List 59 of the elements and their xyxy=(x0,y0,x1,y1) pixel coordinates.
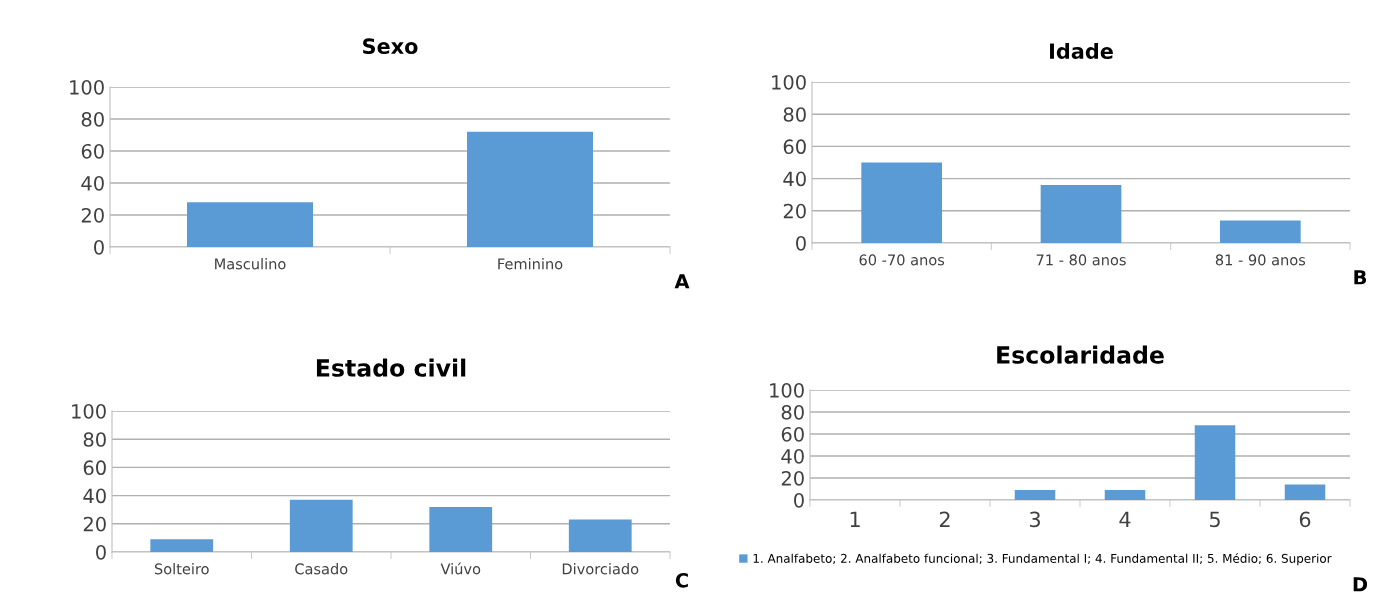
y-tick-label: 80 xyxy=(783,107,806,122)
y-tick-label: 100 xyxy=(772,74,806,90)
y-tick-label: 20 xyxy=(781,470,804,486)
y-tick-label: 0 xyxy=(94,239,104,255)
y-tick-label: 40 xyxy=(81,175,104,191)
x-tick-label: 1 xyxy=(850,511,860,527)
bar xyxy=(1284,484,1326,500)
y-tick-label: 100 xyxy=(70,79,104,95)
y-tick-label: 0 xyxy=(796,235,806,251)
x-tick-label: Divorciado xyxy=(562,563,639,575)
text: B xyxy=(1354,270,1367,285)
x-tick-label: Casado xyxy=(295,563,348,575)
y-tick-label: 100 xyxy=(72,403,106,419)
chart-title: Idade xyxy=(1050,42,1113,60)
bar xyxy=(861,162,943,243)
y-tick-label: 20 xyxy=(81,207,104,223)
y-tick-label: 20 xyxy=(783,203,806,219)
y-tick-label: 0 xyxy=(96,544,106,560)
x-tick-label: Feminino xyxy=(498,258,563,270)
text: D xyxy=(1353,577,1368,592)
x-tick-label: 4 xyxy=(1119,511,1131,527)
bar xyxy=(150,539,214,552)
chart-title: Sexo xyxy=(363,38,418,55)
legend-label: 1. Analfabeto; 2. Analfabeto funcional; 3. Fundamental I; 4. Fundamental II; 5. Médio; 6. Superior xyxy=(753,553,1332,566)
y-tick-label: 40 xyxy=(83,488,106,504)
x-tick-label: 6 xyxy=(1299,511,1311,528)
y-tick-label: 20 xyxy=(83,516,106,532)
y-tick-label: 60 xyxy=(781,426,804,442)
x-tick-label: 3 xyxy=(1029,511,1040,528)
y-tick-label: 80 xyxy=(81,111,104,127)
x-tick-label: Viúvo xyxy=(440,562,481,575)
x-tick-label: 81 - 90 anos xyxy=(1215,254,1306,266)
y-tick-label: 80 xyxy=(781,404,804,420)
x-tick-label: Solteiro xyxy=(154,563,209,575)
y-tick-label: 60 xyxy=(783,139,806,155)
bar xyxy=(289,499,353,552)
x-tick-label: 5 xyxy=(1209,511,1220,528)
y-tick-label: 40 xyxy=(783,171,806,187)
bar xyxy=(568,519,632,552)
y-tick-label: 40 xyxy=(781,448,804,464)
bar xyxy=(1104,490,1146,500)
bar xyxy=(1014,490,1056,500)
x-tick-label: 60 -70 anos xyxy=(859,254,945,266)
x-tick-label: 2 xyxy=(939,511,950,527)
bar xyxy=(1040,185,1122,243)
y-tick-label: 60 xyxy=(81,143,104,159)
x-tick-label: 71 - 80 anos xyxy=(1036,254,1126,266)
bar xyxy=(1194,425,1236,500)
bar xyxy=(429,506,493,552)
y-tick-label: 60 xyxy=(83,460,106,476)
bar xyxy=(1219,220,1301,243)
y-tick-label: 0 xyxy=(794,492,804,508)
y-tick-label: 80 xyxy=(83,432,106,447)
chart-title: Escolaridade xyxy=(997,345,1164,364)
y-tick-label: 100 xyxy=(770,382,804,398)
chart-title: Estado civil xyxy=(316,358,466,377)
text: A xyxy=(674,274,690,289)
x-tick-label: Masculino xyxy=(215,258,286,270)
text: C xyxy=(675,572,688,588)
